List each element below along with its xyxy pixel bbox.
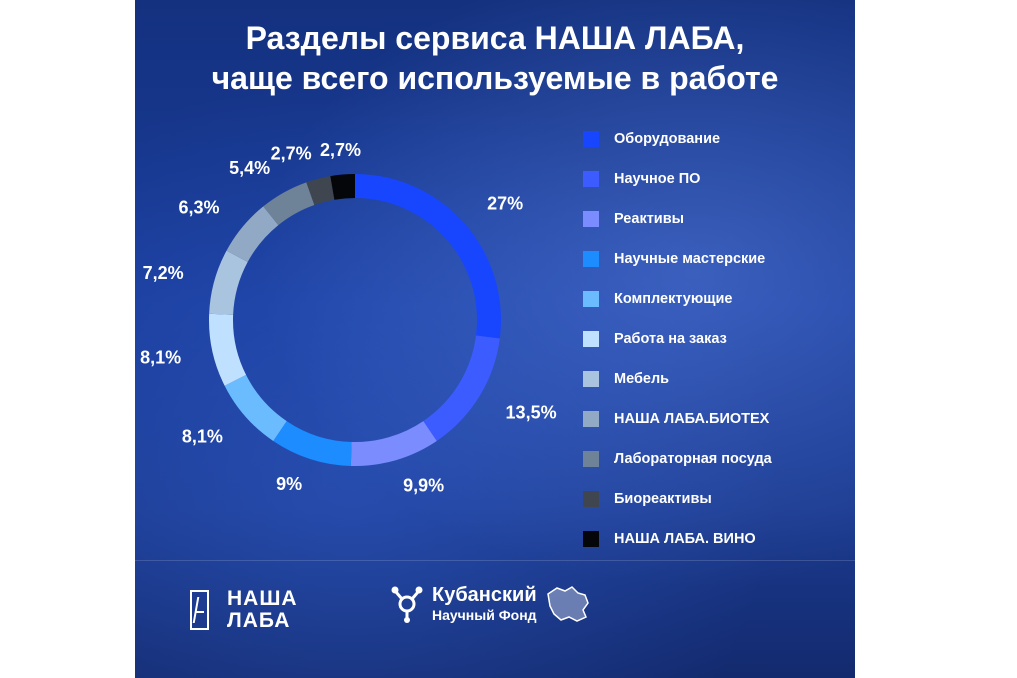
donut-slice-1	[423, 335, 500, 441]
legend-swatch	[583, 331, 599, 347]
donut-slice-9	[306, 176, 335, 205]
legend-swatch	[583, 491, 599, 507]
legend-label: Лабораторная посуда	[614, 451, 772, 467]
slice-label-7: 6,3%	[178, 197, 219, 217]
donut-slice-0	[355, 174, 501, 339]
donut-slice-7	[226, 206, 279, 263]
legend-label: Работа на заказ	[614, 331, 727, 347]
legend-swatch	[583, 531, 599, 547]
logo1-line2: ЛАБА	[227, 609, 291, 632]
slice-label-1: 13,5%	[506, 403, 557, 423]
legend-swatch	[583, 291, 599, 307]
legend-item: Мебель	[583, 368, 669, 390]
slice-label-5: 8,1%	[140, 347, 181, 367]
slice-label-10: 2,7%	[320, 140, 361, 160]
legend-label: Комплектующие	[614, 291, 733, 307]
logo2-line1: Кубанский	[432, 584, 537, 606]
slice-label-3: 9%	[276, 474, 302, 494]
page-title-line2: чаще всего используемые в работе	[211, 60, 779, 96]
legend-label: Биореактивы	[614, 491, 712, 507]
legend-swatch	[583, 371, 599, 387]
legend-label: Реактивы	[614, 211, 685, 227]
donut-slice-4	[224, 374, 287, 441]
kuban-science-fund-logo: Кубанский Научный Фонд	[390, 584, 591, 624]
legend-label: Научные мастерские	[614, 251, 766, 267]
legend-item: Научное ПО	[583, 168, 700, 190]
nasha-laba-logo-text: НАША ЛАБА	[227, 588, 298, 632]
slice-label-2: 9,9%	[403, 475, 444, 495]
donut-slice-3	[273, 421, 352, 466]
footer-divider	[135, 560, 855, 561]
donut-slice-6	[209, 250, 248, 315]
legend-swatch	[583, 211, 599, 227]
page-title-line1: Разделы сервиса НАША ЛАБА,	[245, 20, 745, 56]
region-map-icon	[546, 586, 589, 622]
legend-item: Научные мастерские	[583, 248, 765, 270]
donut-slice-8	[263, 182, 315, 226]
slice-label-9: 2,7%	[271, 144, 312, 164]
legend-swatch	[583, 411, 599, 427]
donut-slice-5	[209, 313, 247, 386]
molecule-icon	[391, 586, 423, 623]
legend-item: Оборудование	[583, 128, 720, 150]
donut-chart: 27%13,5%9,9%9%8,1%8,1%7,2%6,3%5,4%2,7% 2,…	[140, 140, 557, 495]
logo2-line2: Научный Фонд	[432, 607, 537, 623]
kuban-science-fund-text: Кубанский Научный Фонд	[432, 584, 537, 624]
legend-item: Лабораторная посуда	[583, 448, 772, 470]
legend-item: Работа на заказ	[583, 328, 727, 350]
legend-item: Реактивы	[583, 208, 684, 230]
nasha-laba-logo: НАША ЛАБА	[190, 588, 298, 632]
legend-item: Биореактивы	[583, 488, 712, 510]
legend-label: НАША ЛАБА.БИОТЕХ	[614, 411, 770, 427]
legend-swatch	[583, 251, 599, 267]
legend-swatch	[583, 131, 599, 147]
nasha-laba-logo-icon	[190, 590, 209, 630]
logo1-line1: НАША	[227, 587, 298, 610]
legend-label: НАША ЛАБА. ВИНО	[614, 531, 756, 547]
donut-slice-2	[350, 421, 437, 466]
legend-swatch	[583, 451, 599, 467]
legend-label: Оборудование	[614, 131, 721, 147]
donut-slice-10	[330, 174, 355, 200]
infographic-panel: Разделы сервиса НАША ЛАБА, чаще всего ис…	[135, 0, 855, 678]
legend-item: НАША ЛАБА. ВИНО	[583, 528, 756, 550]
slice-label-4: 8,1%	[182, 426, 223, 446]
legend-item: НАША ЛАБА.БИОТЕХ	[583, 408, 769, 430]
slice-label-8: 5,4%	[229, 158, 270, 178]
slice-label-6: 7,2%	[143, 263, 184, 283]
legend-swatch	[583, 171, 599, 187]
slice-label-0: 27%	[487, 194, 523, 214]
legend-label: Научное ПО	[614, 171, 701, 187]
legend-label: Мебель	[614, 371, 670, 387]
legend-item: Комплектующие	[583, 288, 732, 310]
